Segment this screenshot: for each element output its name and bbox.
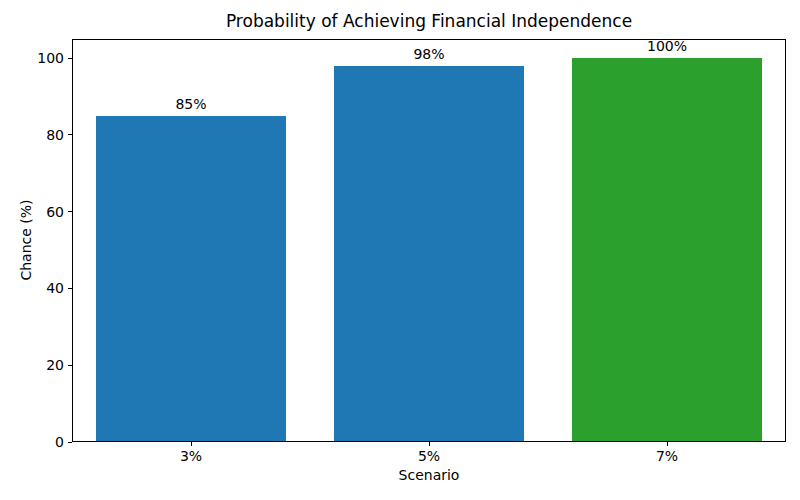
x-tick-mark [191, 442, 192, 446]
y-tick-label: 100 [20, 50, 64, 66]
x-axis-label: Scenario [72, 467, 786, 484]
x-tick-label: 7% [627, 448, 707, 464]
x-tick-mark [429, 442, 430, 446]
y-tick-label: 20 [20, 357, 64, 373]
x-tick-label: 3% [151, 448, 231, 464]
y-tick-label: 0 [20, 434, 64, 450]
y-tick-label: 40 [20, 280, 64, 296]
x-tick-label: 5% [389, 448, 469, 464]
chart-title: Probability of Achieving Financial Indep… [72, 11, 786, 32]
y-axis-label: Chance (%) [18, 199, 34, 280]
plot-area [72, 39, 786, 442]
bar-chart-figure: Probability of Achieving Financial Indep… [0, 0, 800, 500]
x-tick-mark [667, 442, 668, 446]
y-tick-label: 80 [20, 127, 64, 143]
